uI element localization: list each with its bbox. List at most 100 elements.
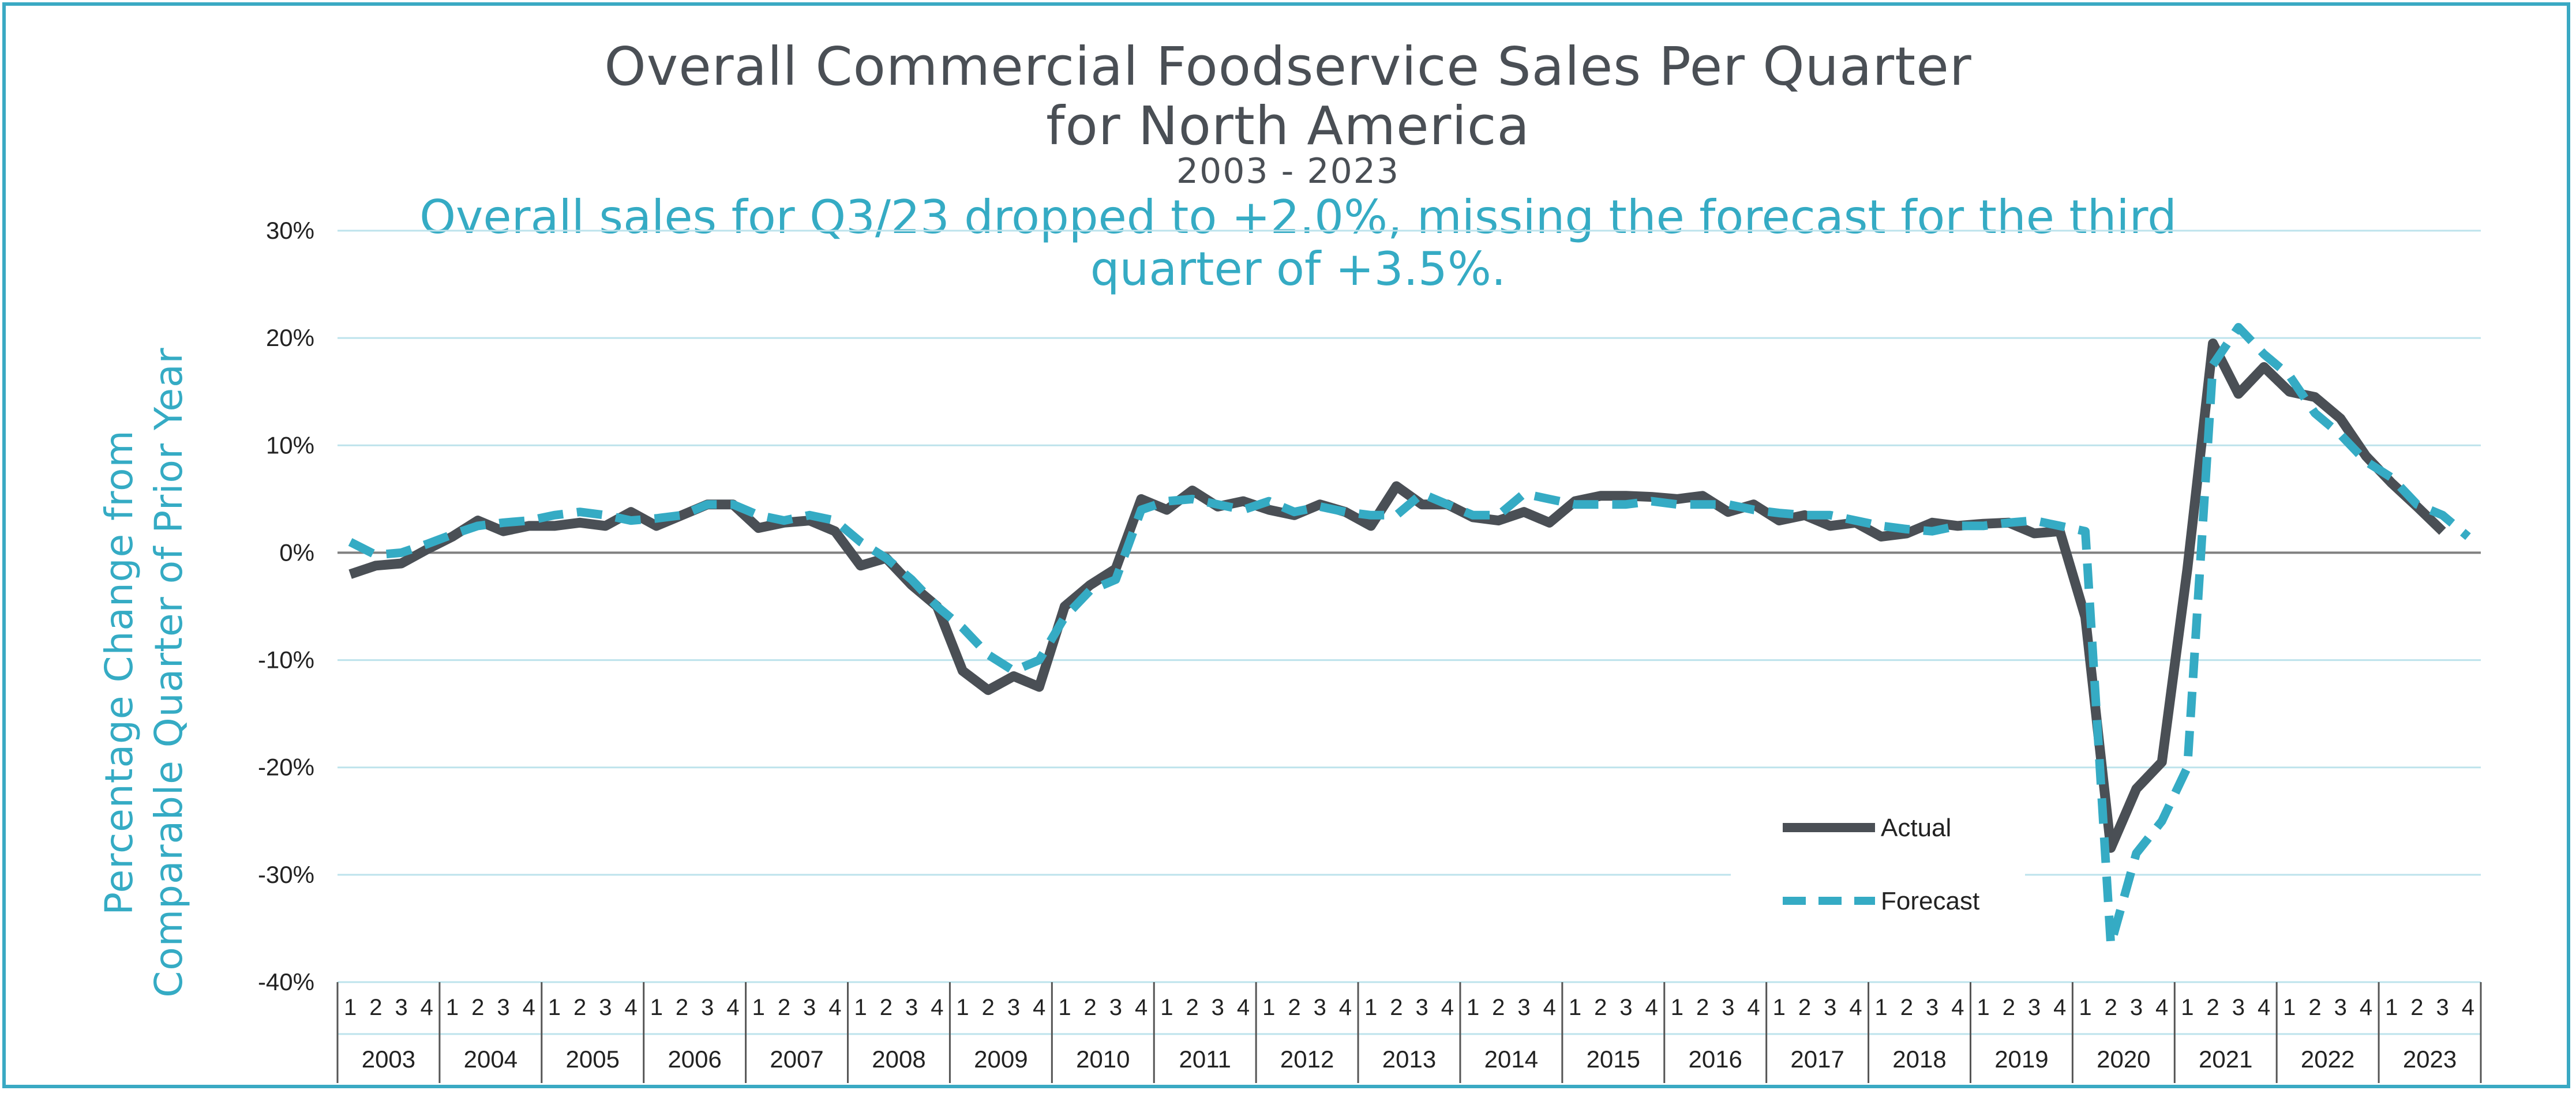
x-quarter-label: 4 bbox=[2360, 995, 2372, 1020]
y-tick-label: 10% bbox=[266, 431, 314, 458]
x-quarter-label: 2 bbox=[2207, 995, 2219, 1020]
x-quarter-label: 1 bbox=[1467, 995, 1479, 1020]
x-quarter-label: 1 bbox=[1977, 995, 1989, 1020]
series-line-actual bbox=[348, 339, 2446, 853]
x-quarter-label: 2 bbox=[982, 995, 995, 1020]
x-quarter-label: 1 bbox=[1262, 995, 1275, 1020]
x-quarter-label: 3 bbox=[1824, 995, 1836, 1020]
x-quarter-label: 4 bbox=[2155, 995, 2168, 1020]
x-year-label: 2018 bbox=[1892, 1046, 1946, 1073]
y-tick-label: -40% bbox=[258, 968, 314, 995]
x-quarter-label: 2 bbox=[1390, 995, 1403, 1020]
chart-title: Overall Commercial Foodservice Sales Per… bbox=[604, 36, 1972, 97]
x-quarter-label: 3 bbox=[1926, 995, 1938, 1020]
x-quarter-label: 2 bbox=[1084, 995, 1097, 1020]
x-quarter-label: 1 bbox=[1160, 995, 1173, 1020]
x-quarter-label: 2 bbox=[471, 995, 484, 1020]
x-quarter-label: 1 bbox=[650, 995, 663, 1020]
x-year-label: 2017 bbox=[1790, 1046, 1844, 1073]
x-quarter-label: 3 bbox=[1007, 995, 1020, 1020]
x-quarter-label: 4 bbox=[1645, 995, 1658, 1020]
x-year-label: 2008 bbox=[872, 1046, 925, 1073]
x-quarter-label: 1 bbox=[2385, 995, 2398, 1020]
x-quarter-label: 3 bbox=[599, 995, 612, 1020]
x-quarter-label: 3 bbox=[1212, 995, 1224, 1020]
x-quarter-label: 3 bbox=[1722, 995, 1734, 1020]
gridlines bbox=[338, 230, 2481, 983]
x-year-label: 2016 bbox=[1688, 1046, 1742, 1073]
legend-label-forecast: Forecast bbox=[1881, 887, 1979, 915]
series-line-forecast bbox=[348, 323, 2471, 949]
x-quarter-label: 2 bbox=[2105, 995, 2117, 1020]
x-quarter-label: 4 bbox=[624, 995, 637, 1020]
x-quarter-label: 3 bbox=[905, 995, 918, 1020]
chart-title-line2: for North America bbox=[1046, 95, 1530, 157]
x-quarter-label: 2 bbox=[1696, 995, 1709, 1020]
x-quarter-label: 4 bbox=[1441, 995, 1454, 1020]
x-year-label: 2015 bbox=[1587, 1046, 1640, 1073]
x-year-label: 2007 bbox=[770, 1046, 823, 1073]
x-quarter-label: 3 bbox=[803, 995, 816, 1020]
x-quarter-label: 2 bbox=[1288, 995, 1300, 1020]
x-year-label: 2012 bbox=[1280, 1046, 1334, 1073]
x-quarter-label: 4 bbox=[523, 995, 535, 1020]
x-quarter-label: 4 bbox=[1951, 995, 1964, 1020]
x-quarter-label: 4 bbox=[1849, 995, 1862, 1020]
x-year-label: 2005 bbox=[566, 1046, 620, 1073]
x-quarter-label: 1 bbox=[2181, 995, 2193, 1020]
x-quarter-label: 2 bbox=[1798, 995, 1811, 1020]
x-quarter-label: 3 bbox=[701, 995, 714, 1020]
x-quarter-label: 3 bbox=[497, 995, 509, 1020]
x-quarter-label: 3 bbox=[2130, 995, 2143, 1020]
x-quarter-label: 1 bbox=[1671, 995, 1683, 1020]
legend-label-actual: Actual bbox=[1881, 814, 1951, 842]
x-quarter-label: 2 bbox=[778, 995, 790, 1020]
x-quarter-label: 1 bbox=[854, 995, 867, 1020]
x-quarter-label: 3 bbox=[2334, 995, 2347, 1020]
x-quarter-label: 1 bbox=[956, 995, 969, 1020]
x-quarter-label: 2 bbox=[2003, 995, 2015, 1020]
x-quarter-label: 2 bbox=[676, 995, 688, 1020]
x-quarter-label: 4 bbox=[828, 995, 841, 1020]
legend: Actual Forecast bbox=[1731, 814, 2025, 915]
x-quarter-label: 3 bbox=[2436, 995, 2449, 1020]
annotation-line1: Overall sales for Q3/23 dropped to +2.0%… bbox=[419, 190, 2177, 244]
x-quarter-label: 2 bbox=[369, 995, 382, 1020]
x-quarter-label: 4 bbox=[1135, 995, 1148, 1020]
x-quarter-label: 1 bbox=[1364, 995, 1377, 1020]
x-year-label: 2021 bbox=[2199, 1046, 2252, 1073]
x-quarter-label: 3 bbox=[395, 995, 407, 1020]
x-quarter-label: 2 bbox=[2308, 995, 2321, 1020]
x-quarter-label: 2 bbox=[880, 995, 893, 1020]
x-year-label: 2023 bbox=[2403, 1046, 2457, 1073]
x-year-label: 2006 bbox=[668, 1046, 721, 1073]
x-quarter-label: 4 bbox=[726, 995, 739, 1020]
x-quarter-label: 4 bbox=[1543, 995, 1556, 1020]
x-quarter-label: 1 bbox=[1773, 995, 1786, 1020]
x-year-label: 2020 bbox=[2097, 1046, 2150, 1073]
x-quarter-label: 3 bbox=[1109, 995, 1122, 1020]
x-quarter-label: 4 bbox=[2053, 995, 2066, 1020]
x-quarter-label: 3 bbox=[1517, 995, 1530, 1020]
y-tick-label: -30% bbox=[258, 861, 314, 888]
x-quarter-label: 3 bbox=[1619, 995, 1632, 1020]
y-tick-label: 20% bbox=[266, 324, 314, 351]
series-lines bbox=[348, 323, 2471, 949]
y-tick-label: -20% bbox=[258, 754, 314, 781]
x-quarter-label: 4 bbox=[1339, 995, 1352, 1020]
y-ticks: 30% 20% 10% 0% -10% -20% -30% -40% bbox=[258, 217, 314, 995]
x-quarter-label: 2 bbox=[1186, 995, 1198, 1020]
x-year-label: 2013 bbox=[1382, 1046, 1436, 1073]
x-year-label: 2011 bbox=[1179, 1046, 1231, 1073]
y-tick-label: -10% bbox=[258, 646, 314, 674]
x-quarter-label: 1 bbox=[1569, 995, 1581, 1020]
y-tick-label: 0% bbox=[279, 539, 314, 566]
x-quarter-label: 2 bbox=[2410, 995, 2423, 1020]
x-quarter-label: 1 bbox=[548, 995, 561, 1020]
x-year-label: 2014 bbox=[1484, 1046, 1538, 1073]
x-quarter-label: 1 bbox=[2079, 995, 2091, 1020]
y-tick-label: 30% bbox=[266, 217, 314, 244]
x-quarter-label: 1 bbox=[2283, 995, 2296, 1020]
